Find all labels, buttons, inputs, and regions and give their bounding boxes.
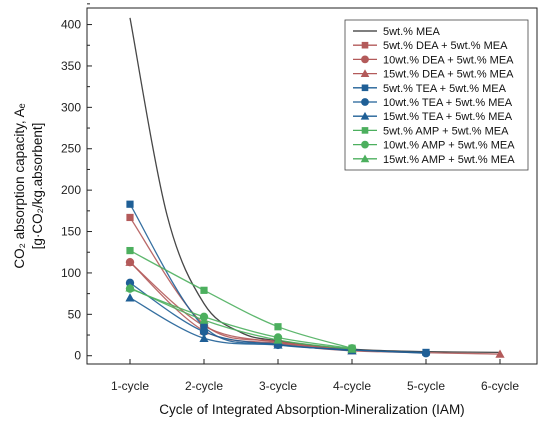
plot-frame — [86, 7, 538, 365]
data-point — [200, 286, 208, 294]
legend: 5wt.% MEA 5wt.% DEA + 5wt.% MEA 10wt.% DEA… — [344, 19, 529, 171]
y-tick-label: 200 — [61, 183, 81, 197]
series-lines — [129, 17, 501, 355]
series-line-2 — [129, 261, 353, 351]
x-tick-label: 4-cycle — [333, 379, 371, 393]
legend-swatch-marker — [361, 98, 369, 106]
x-tick-label: 2-cycle — [185, 379, 223, 393]
legend-label: 5wt.% MEA — [383, 26, 441, 38]
series-line-9 — [129, 287, 353, 350]
legend-label: 10wt.% TEA + 5wt.% MEA — [383, 97, 513, 109]
legend-swatch-marker — [361, 127, 369, 134]
legend-label: 5wt.% DEA + 5wt.% MEA — [383, 40, 508, 52]
series-line-8 — [129, 288, 353, 349]
x-tick-label: 5-cycle — [407, 379, 445, 393]
y-axis-title-line1: CO₂ absorption capacity, Aₑ — [12, 103, 27, 268]
series-line-7 — [129, 250, 353, 349]
y-tick-label: 250 — [61, 142, 81, 156]
y-tick-label: 0 — [74, 349, 81, 363]
data-point — [421, 349, 431, 358]
legend-label: 15wt.% TEA + 5wt.% MEA — [383, 111, 513, 123]
series-line-6 — [129, 297, 353, 352]
data-point — [126, 200, 134, 208]
data-point — [273, 335, 283, 344]
y-tick-label: 350 — [61, 59, 81, 73]
legend-swatch-marker — [360, 154, 370, 163]
legend-label: 15wt.% AMP + 5wt.% MEA — [383, 154, 515, 166]
y-tick-label: 100 — [61, 266, 81, 280]
legend-swatch-marker — [360, 111, 370, 120]
data-point — [274, 323, 282, 331]
x-tick-label: 6-cycle — [481, 379, 519, 393]
legend-label: 5wt.% AMP + 5wt.% MEA — [383, 125, 509, 137]
data-point — [347, 344, 357, 353]
data-point — [495, 349, 505, 358]
legend-swatch-marker — [360, 69, 370, 78]
data-point — [125, 278, 135, 288]
data-point — [200, 323, 208, 331]
y-axis-title-line2: [g·CO₂/kg.absorbent] — [30, 123, 45, 250]
data-point — [126, 213, 134, 222]
data-point — [199, 315, 209, 324]
legend-swatch-marker — [361, 41, 369, 49]
x-tick-label: 3-cycle — [259, 379, 297, 393]
legend-label: 10wt.% AMP + 5wt.% MEA — [383, 140, 515, 152]
legend-label: 15wt.% DEA + 5wt.% MEA — [383, 69, 514, 81]
data-point — [125, 257, 135, 266]
x-tick-label: 1-cycle — [111, 379, 149, 393]
x-axis-title: Cycle of Integrated Absorption-Mineraliz… — [159, 402, 464, 417]
data-point — [126, 246, 134, 255]
series-line-0 — [129, 17, 501, 354]
y-tick-label: 50 — [68, 307, 82, 321]
legend-swatch-marker — [361, 84, 369, 92]
legend-label: 5wt.% TEA + 5wt.% MEA — [383, 83, 507, 95]
data-markers — [125, 200, 505, 358]
legend-swatch-marker — [361, 55, 369, 64]
y-tick-label: 400 — [61, 18, 81, 32]
y-tick-label: 300 — [61, 100, 81, 114]
legend-label: 10wt.% DEA + 5wt.% MEA — [383, 54, 514, 66]
data-point — [125, 293, 135, 302]
data-point — [199, 333, 209, 343]
data-point — [125, 283, 135, 292]
data-point — [199, 327, 209, 336]
legend-swatch-marker — [361, 140, 369, 149]
data-point — [273, 340, 283, 349]
axes: 0 50 100 150 200 250 300 350 400 1-cycle 2-cycle 3-… — [61, 3, 519, 393]
y-tick-label: 150 — [61, 225, 81, 239]
